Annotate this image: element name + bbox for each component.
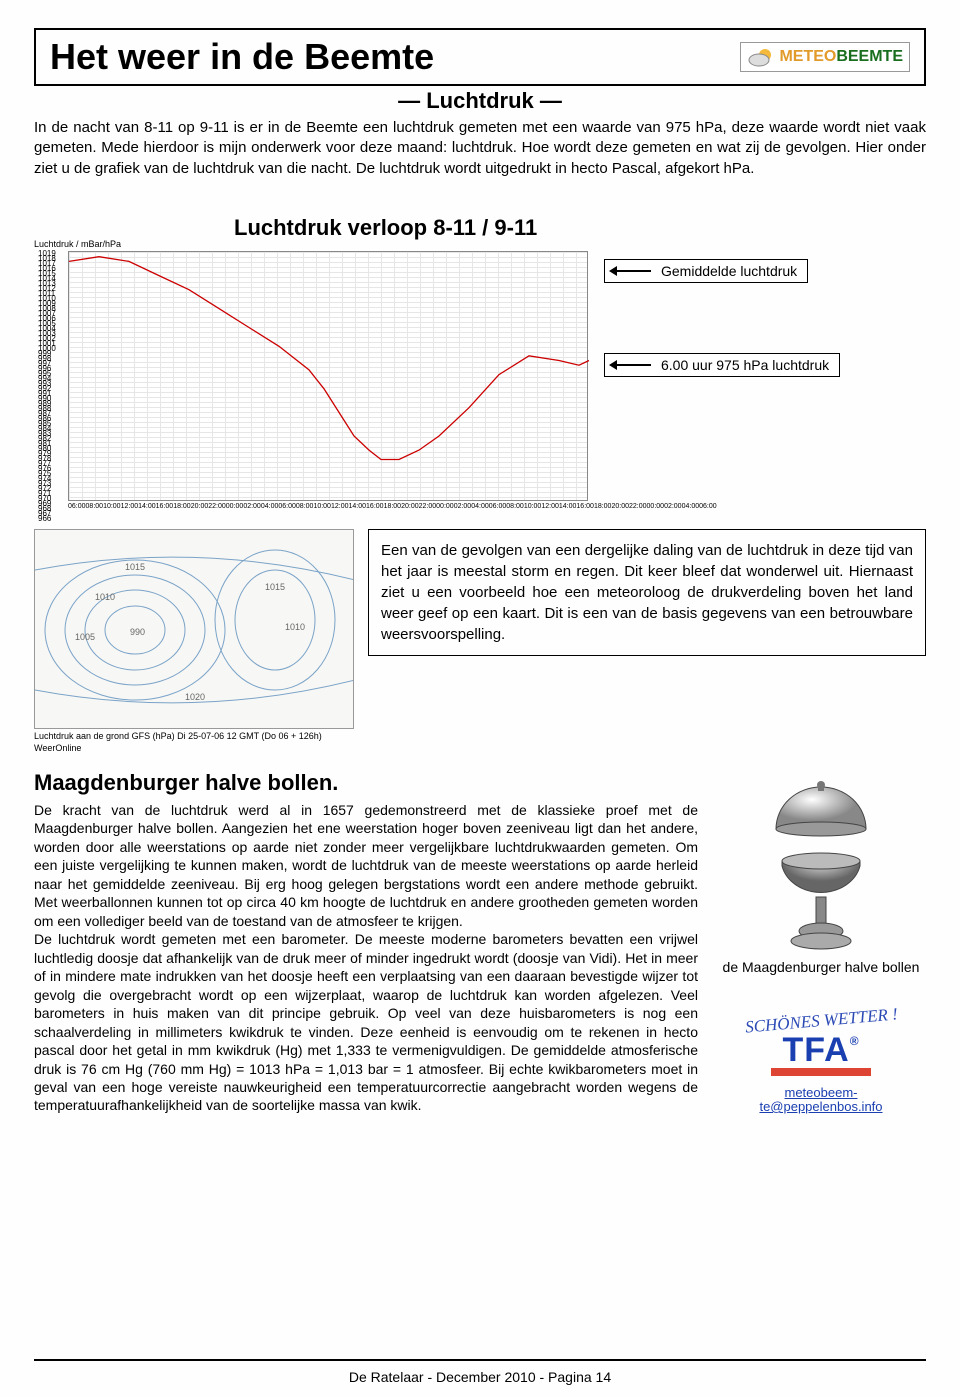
page-title: Het weer in de Beemte [50, 36, 434, 78]
arrow-left-icon [611, 270, 651, 272]
mid-explanation-box: Een van de gevolgen van een dergelijke d… [368, 529, 926, 656]
magdeburg-section: Maagdenburger halve bollen. De kracht va… [34, 771, 698, 1115]
isobar-map-svg: 1015 1010 1005 990 1015 1010 1020 [35, 530, 354, 729]
footer-rule [34, 1359, 926, 1361]
chart-line-svg [69, 252, 589, 502]
chart-plot-area [68, 251, 588, 501]
contact-email-link[interactable]: meteobeem-te@peppelenbos.info [759, 1086, 882, 1115]
meteobeemte-logo: METEOBEEMTE [740, 42, 910, 72]
magdeburg-heading: Maagdenburger halve bollen. [34, 771, 698, 795]
mid-row: 1015 1010 1005 990 1015 1010 1020 Luchtd… [34, 529, 926, 753]
isobar-map-block: 1015 1010 1005 990 1015 1010 1020 Luchtd… [34, 529, 354, 753]
weather-icon [747, 45, 775, 69]
svg-text:1015: 1015 [125, 562, 145, 572]
sidebar: de Maagdenburger halve bollen SCHÖNES WE… [716, 771, 926, 1115]
tfa-underline [771, 1068, 871, 1076]
lower-row: Maagdenburger halve bollen. De kracht va… [34, 771, 926, 1115]
hemispheres-caption: de Maagdenburger halve bollen [723, 959, 920, 975]
page-footer: De Ratelaar - December 2010 - Pagina 14 [0, 1369, 960, 1385]
chart-yticks: 1019101810171016101510141013101210111010… [38, 251, 56, 501]
chart-ylabel: Luchtdruk / mBar/hPa [34, 239, 121, 249]
isobar-map: 1015 1010 1005 990 1015 1010 1020 [34, 529, 354, 729]
svg-text:1010: 1010 [285, 622, 305, 632]
chart-xticks: 06:0008:0010:0012:0014:0016:0018:0020:00… [68, 503, 588, 510]
pressure-chart: Luchtdruk / mBar/hPa 1019101810171016101… [34, 245, 926, 515]
magdeburg-body: De kracht van de luchtdruk werd al in 16… [34, 801, 698, 1115]
chart-title: Luchtdruk verloop 8-11 / 9-11 [234, 215, 926, 241]
arrow-left-icon [611, 364, 651, 366]
map-caption: Luchtdruk aan de grond GFS (hPa) Di 25-0… [34, 731, 354, 741]
svg-text:1010: 1010 [95, 592, 115, 602]
svg-text:1015: 1015 [265, 582, 285, 592]
subtitle: — Luchtdruk — [34, 88, 926, 114]
annotation-average: Gemiddelde luchtdruk [604, 259, 808, 283]
tfa-logo: TFA® [771, 1037, 871, 1076]
svg-text:1020: 1020 [185, 692, 205, 702]
annotation-low: 6.00 uur 975 hPa luchtdruk [604, 353, 840, 377]
hemispheres-illustration [746, 771, 896, 951]
svg-text:990: 990 [130, 627, 145, 637]
intro-paragraph: In de nacht van 8-11 op 9-11 is er in de… [34, 118, 926, 179]
map-caption-2: WeerOnline [34, 743, 354, 753]
svg-text:1005: 1005 [75, 632, 95, 642]
title-bar: Het weer in de Beemte METEOBEEMTE [34, 28, 926, 86]
